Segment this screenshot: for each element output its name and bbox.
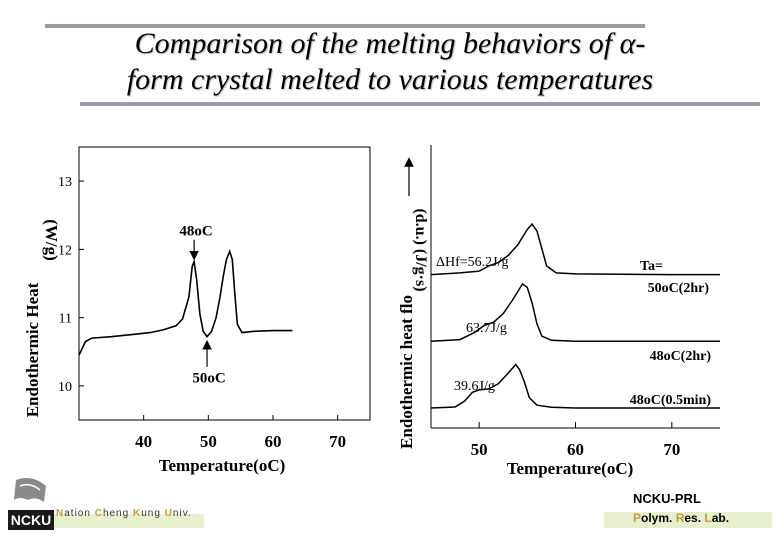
c1-y-tick-label-0: 10 (58, 380, 72, 395)
chart-right: 50 60 70 Temperature(oC) Endothermic heat … (397, 145, 720, 478)
footer-university-name: Nation Cheng Kung Univ. (56, 508, 192, 519)
c1-x-tick-label-0: 40 (135, 432, 152, 451)
footer-left-part-1: ation (64, 508, 95, 519)
chart-left-y-label-unit: (W/g) (42, 219, 61, 261)
c1-x-tick-label-1: 50 (200, 432, 217, 451)
c1-x-tick-label-3: 70 (329, 432, 346, 451)
footer-left-part-4: K (132, 508, 142, 519)
c1-annotation-label-1: 50oC (192, 371, 225, 387)
series-label-50c-2hr: 50oC(2hr) (648, 281, 710, 296)
footer-right-part-0: P (633, 511, 642, 525)
chart-left-y-label-main: Endothermic Heat (23, 282, 42, 417)
footer-right-part-1: olym. (641, 511, 676, 525)
logo-text: NCKU (11, 512, 51, 528)
footer-left-part-5: ung (141, 508, 165, 519)
footer-band-left (52, 514, 204, 528)
chart-right-y-label-main: Endothermic heat flo (397, 295, 416, 449)
chart-right-x-label: Temperature(oC) (507, 459, 634, 478)
c2-x-tick-label-2: 70 (663, 440, 680, 459)
footer-right-part-5: ab. (711, 511, 730, 525)
chart-left-x-label: Temperature(oC) (159, 456, 286, 475)
series-label-48c-2hr: 48oC(2hr) (650, 349, 712, 364)
footer-left-part-7: niv. (172, 508, 192, 519)
chart-right-legend-title: Ta= (640, 259, 663, 274)
c1-y-tick-label-3: 13 (58, 175, 72, 190)
chart-right-series (430, 222, 720, 409)
c2-x-tick-label-1: 60 (567, 440, 584, 459)
footer-left-part-6: U (164, 508, 173, 519)
c2-series-line-1 (430, 282, 720, 343)
footer-right-part-3: es. (684, 511, 705, 525)
slide-title: Comparison of the melting behaviors of α… (40, 26, 740, 98)
chart-left-x-axis: 40 50 60 70 (135, 415, 346, 451)
chart-left-y-axis: 10 11 12 13 (58, 175, 84, 395)
chart-left-frame (78, 146, 371, 421)
chart-right-y-label-unit: (d.u.) (J/g·s) (412, 208, 429, 291)
chart-left-annotations: 48oC 50oC (179, 224, 225, 387)
footer-lab-code: NCKU-PRL (633, 491, 701, 506)
c1-x-tick-label-2: 60 (265, 432, 282, 451)
chart-left: 10 11 12 13 40 50 60 70 48oC 50oC Temperature(o… (23, 146, 371, 475)
footer-right-part-2: R (675, 511, 685, 525)
c1-annotation-label-0: 48oC (179, 224, 212, 240)
chart-left-series (78, 249, 293, 356)
series-label-48c-05min: 48oC(0.5min) (630, 393, 712, 408)
enthalpy-label-2: 63.7J/g (466, 321, 507, 336)
footer-lab-name: Polym. Res. Lab. (633, 511, 729, 525)
title-line-2: form crystal melted to various temperatu… (126, 63, 654, 96)
footer-left-part-3: heng (102, 508, 133, 519)
c1-y-tick-label-1: 11 (59, 312, 72, 327)
enthalpy-label-3: 39.6J/g (454, 379, 495, 394)
chart-right-x-axis: 50 60 70 (471, 422, 680, 459)
c2-series-line-2 (430, 363, 720, 409)
ncku-logo: NCKU (6, 476, 56, 532)
c1-series-line-0 (78, 249, 293, 356)
c2-x-tick-label-0: 50 (471, 440, 488, 459)
footer-left-part-0: N (56, 508, 65, 519)
footer-band-right (604, 512, 772, 528)
title-rule-bottom (80, 102, 760, 106)
enthalpy-label-1: ΔHf=56.2J/g (436, 255, 509, 270)
footer-right-part-4: L (704, 511, 712, 525)
title-rule-top (45, 24, 645, 28)
title-line-1: Comparison of the melting behaviors of α… (134, 27, 646, 60)
c2-series-line-0 (430, 222, 720, 276)
footer-left-part-2: C (94, 508, 103, 519)
c1-y-tick-label-2: 12 (58, 243, 72, 258)
